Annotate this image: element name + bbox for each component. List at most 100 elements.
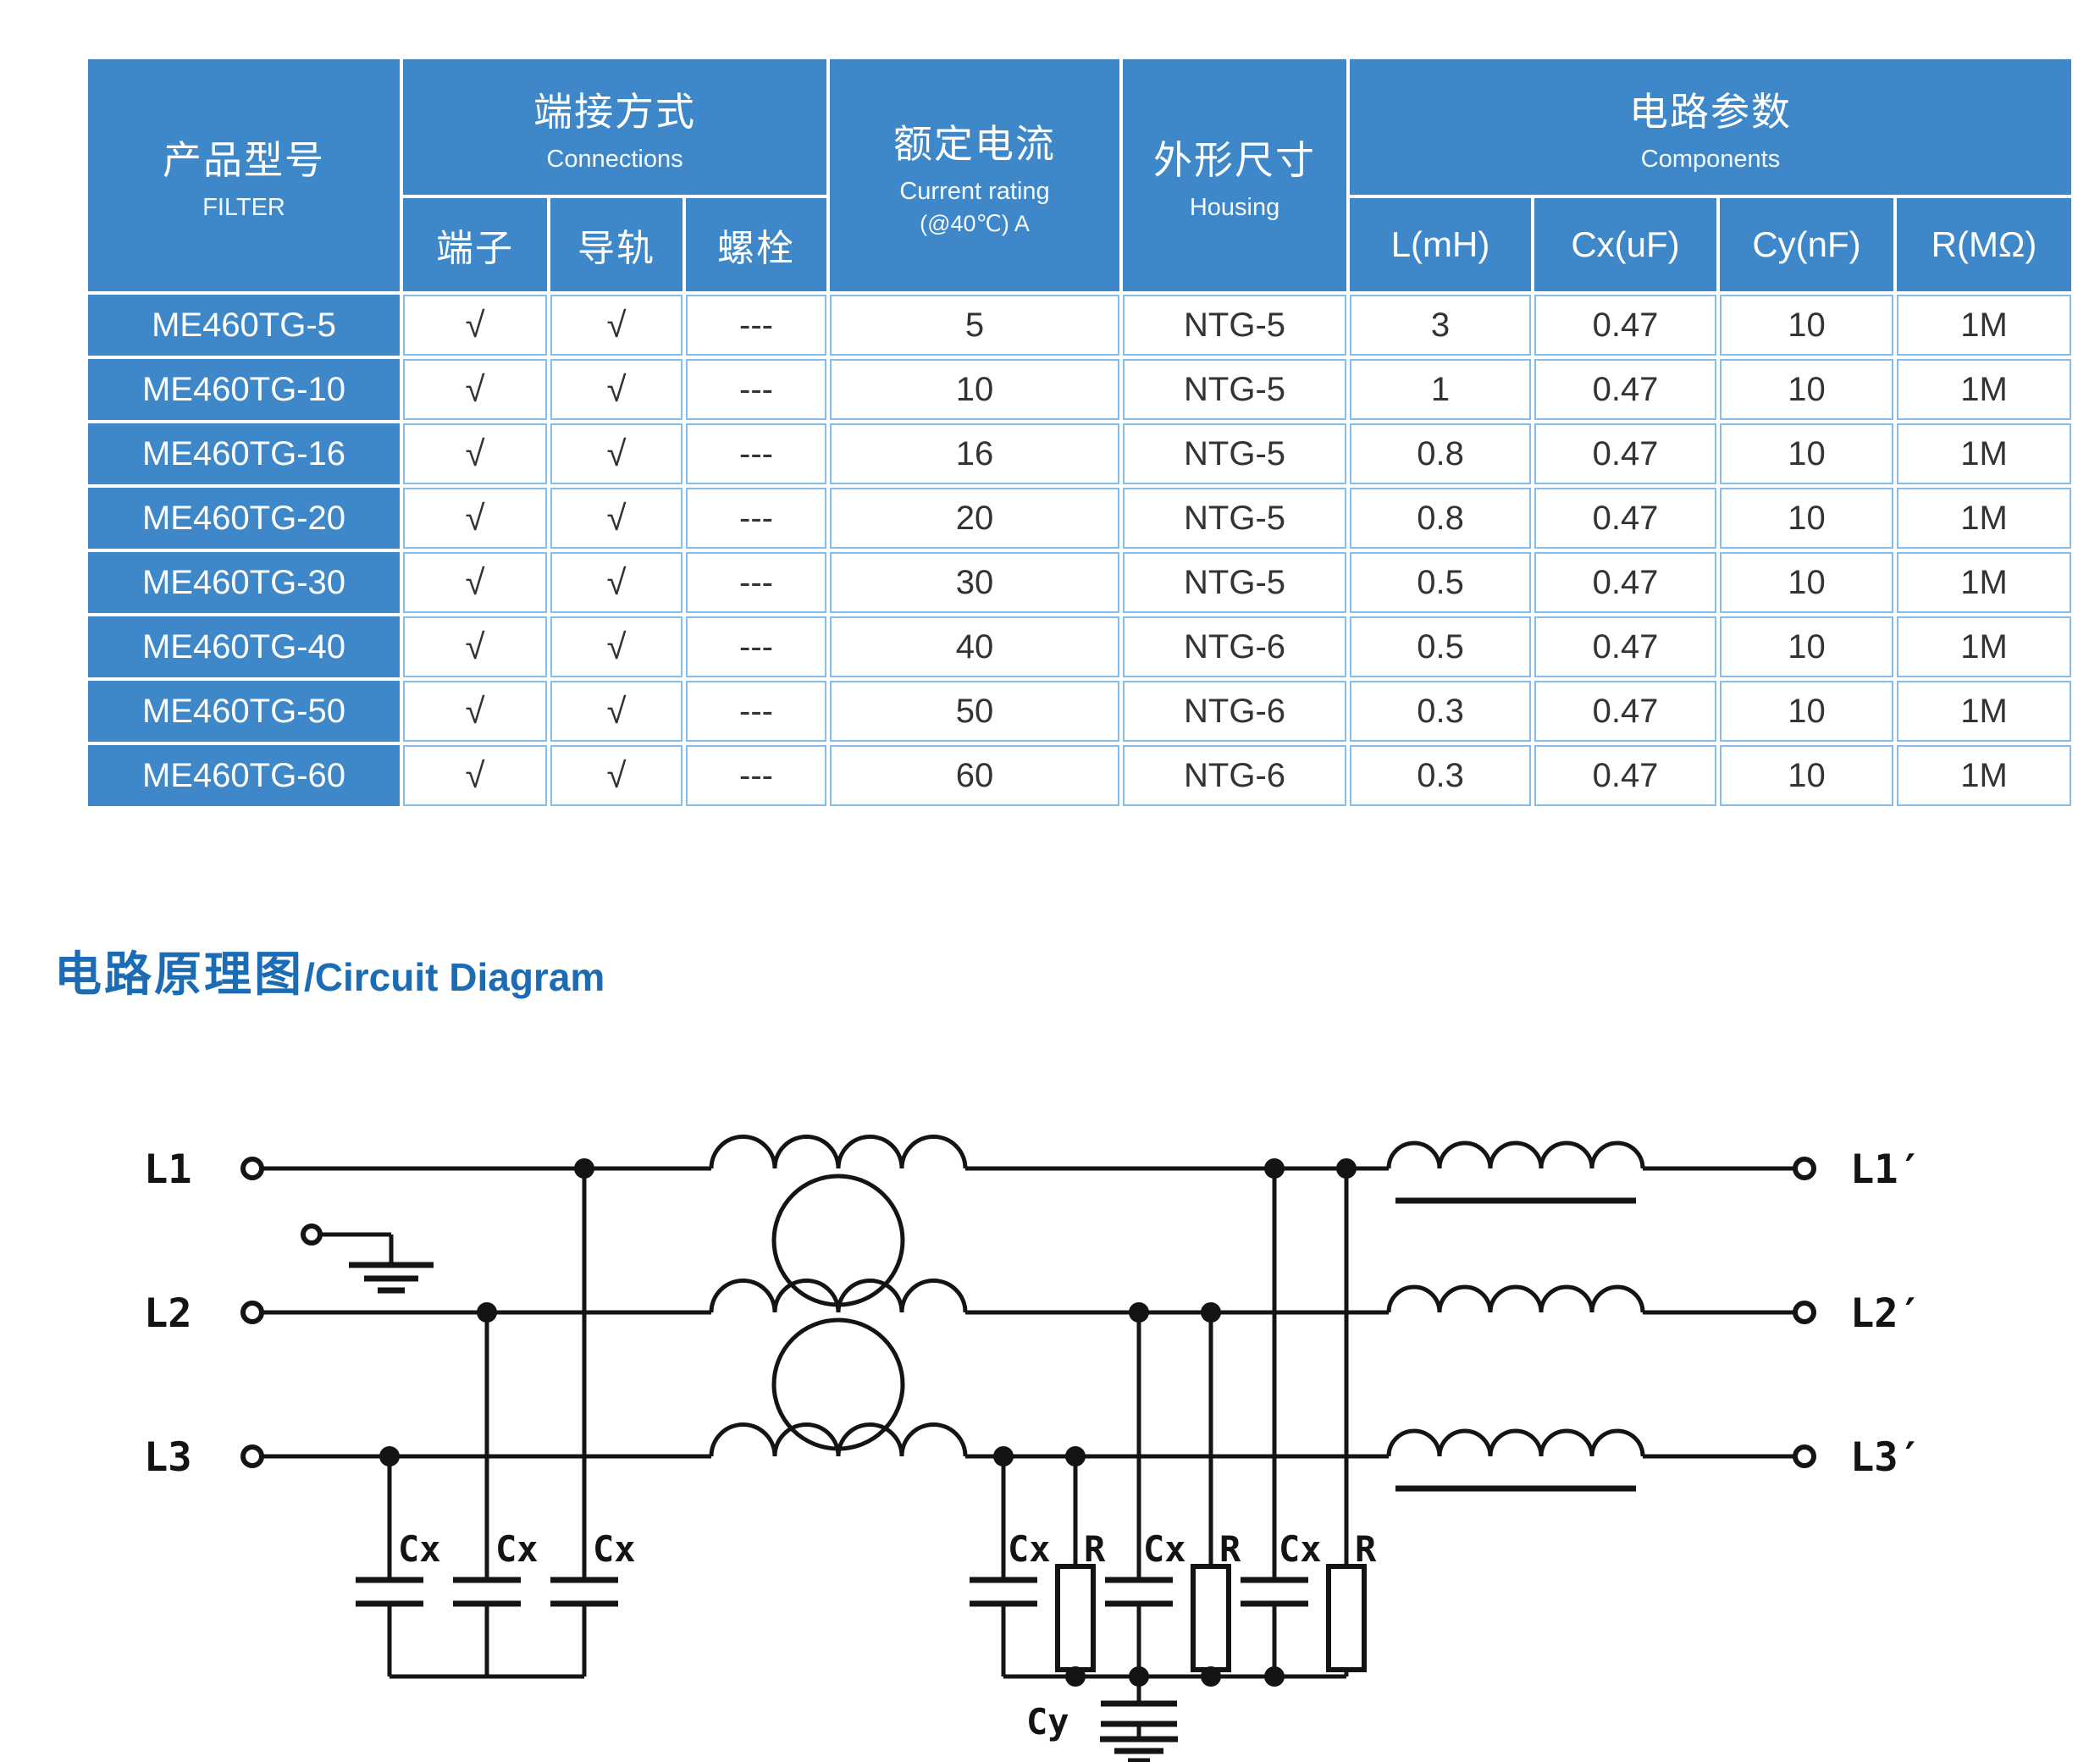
cx-cell: 0.47 xyxy=(1534,488,1717,549)
input-cx-group: Cx Cx Cx xyxy=(356,1158,636,1679)
inductor-l2-input xyxy=(709,1279,968,1313)
inductor-l3-input xyxy=(709,1422,968,1457)
terminal-l2-out xyxy=(1793,1301,1816,1324)
l-cell: 0.8 xyxy=(1350,423,1532,484)
current-cell: 40 xyxy=(830,616,1120,677)
current-cell: 50 xyxy=(830,681,1120,742)
model-cell: ME460TG-16 xyxy=(88,423,400,484)
rail-cell: √ xyxy=(550,423,682,484)
model-cell: ME460TG-30 xyxy=(88,552,400,613)
table-row: ME460TG-5 √ √ --- 5 NTG-5 3 0.47 10 1M xyxy=(88,295,2072,356)
capacitor-cy xyxy=(1101,1700,1177,1727)
table-row: ME460TG-50 √ √ --- 50 NTG-6 0.3 0.47 10 … xyxy=(88,681,2072,742)
capacitor-cx xyxy=(453,1577,521,1607)
header-housing-en: Housing xyxy=(1189,193,1280,221)
subheader-bolt: 螺栓 xyxy=(686,198,827,291)
header-connections: 端接方式 Connections xyxy=(403,59,827,195)
inductor-l1-output xyxy=(1386,1141,1645,1169)
terminal-l1-in xyxy=(240,1157,264,1180)
rail-cell: √ xyxy=(550,681,682,742)
cy-cell: 10 xyxy=(1720,745,1894,806)
capacitor-cx xyxy=(970,1577,1037,1607)
r-cell: 1M xyxy=(1897,359,2072,420)
header-connections-zh: 端接方式 xyxy=(533,89,696,134)
bolt-cell: --- xyxy=(686,488,827,549)
output-label-l3: L3′ xyxy=(1850,1434,1922,1481)
cy-cell: 10 xyxy=(1720,423,1894,484)
cy-cell: 10 xyxy=(1720,681,1894,742)
subheader-cy: Cy(nF) xyxy=(1720,198,1894,291)
l-cell: 0.3 xyxy=(1350,681,1532,742)
toroid-core-top xyxy=(771,1174,905,1307)
capacitor-cx xyxy=(1105,1577,1173,1607)
cx-label: Cx xyxy=(495,1528,539,1570)
terminal-l1-out xyxy=(1793,1157,1816,1180)
terminal-cell: √ xyxy=(403,423,547,484)
output-cx-r-group: Cx R Cx R Cx R xyxy=(970,1158,1377,1687)
cx-cell: 0.47 xyxy=(1534,359,1717,420)
l-cell: 1 xyxy=(1350,359,1532,420)
r-label: R xyxy=(1084,1528,1106,1570)
cx-cell: 0.47 xyxy=(1534,616,1717,677)
circuit-diagram: L1 L2 L3 L1′ L2′ L3′ Cx Cx Cx xyxy=(144,1135,1922,1762)
capacitor-cx xyxy=(1241,1577,1308,1607)
current-cell: 20 xyxy=(830,488,1120,549)
bolt-cell: --- xyxy=(686,681,827,742)
subheader-r: R(MΩ) xyxy=(1897,198,2072,291)
rail-cell: √ xyxy=(550,552,682,613)
rail-cell: √ xyxy=(550,359,682,420)
terminal-cell: √ xyxy=(403,552,547,613)
current-cell: 5 xyxy=(830,295,1120,356)
wire-l1 xyxy=(262,1135,1795,1204)
cy-cell: 10 xyxy=(1720,359,1894,420)
l-cell: 0.3 xyxy=(1350,745,1532,806)
terminal-cell: √ xyxy=(403,745,547,806)
input-label-l3: L3 xyxy=(144,1434,192,1481)
cx-cell: 0.47 xyxy=(1534,745,1717,806)
housing-cell: NTG-5 xyxy=(1123,488,1347,549)
header-current-note: (@40℃) A xyxy=(920,211,1030,236)
subheader-l: L(mH) xyxy=(1350,198,1532,291)
rail-cell: √ xyxy=(550,745,682,806)
housing-cell: NTG-5 xyxy=(1123,359,1347,420)
current-cell: 60 xyxy=(830,745,1120,806)
terminal-cell: √ xyxy=(403,359,547,420)
header-components: 电路参数 Components xyxy=(1350,59,2072,195)
rail-cell: √ xyxy=(550,295,682,356)
terminal-cell: √ xyxy=(403,616,547,677)
table-row: ME460TG-40 √ √ --- 40 NTG-6 0.5 0.47 10 … xyxy=(88,616,2072,677)
header-current: 额定电流 Current rating (@40℃) A xyxy=(830,59,1120,291)
terminal-cell: √ xyxy=(403,295,547,356)
subheader-terminal: 端子 xyxy=(403,198,547,291)
section-title: 电路原理图/Circuit Diagram xyxy=(54,936,605,1005)
resistor-r xyxy=(1191,1564,1231,1672)
current-cell: 10 xyxy=(830,359,1120,420)
r-label: R xyxy=(1219,1528,1241,1570)
model-cell: ME460TG-20 xyxy=(88,488,400,549)
resistor-r xyxy=(1055,1564,1096,1672)
r-cell: 1M xyxy=(1897,295,2072,356)
rail-cell: √ xyxy=(550,616,682,677)
model-cell: ME460TG-40 xyxy=(88,616,400,677)
subheader-cx: Cx(uF) xyxy=(1534,198,1717,291)
housing-cell: NTG-5 xyxy=(1123,295,1347,356)
cx-cell: 0.47 xyxy=(1534,681,1717,742)
inductor-l3-output xyxy=(1386,1428,1645,1457)
cy-cell: 10 xyxy=(1720,616,1894,677)
output-label-l2: L2′ xyxy=(1850,1290,1922,1337)
cx-label: Cx xyxy=(398,1528,441,1570)
cx-label: Cx xyxy=(593,1528,636,1570)
table-row: ME460TG-30 √ √ --- 30 NTG-5 0.5 0.47 10 … xyxy=(88,552,2072,613)
terminal-l3-out xyxy=(1793,1444,1816,1468)
header-product-zh: 产品型号 xyxy=(163,137,325,182)
housing-cell: NTG-5 xyxy=(1123,552,1347,613)
inductor-l2-output xyxy=(1386,1284,1645,1313)
bolt-cell: --- xyxy=(686,423,827,484)
housing-cell: NTG-6 xyxy=(1123,745,1347,806)
l-cell: 0.5 xyxy=(1350,552,1532,613)
cy-cell: 10 xyxy=(1720,295,1894,356)
terminal-cell: √ xyxy=(403,681,547,742)
r-label: R xyxy=(1355,1528,1377,1570)
current-cell: 30 xyxy=(830,552,1120,613)
